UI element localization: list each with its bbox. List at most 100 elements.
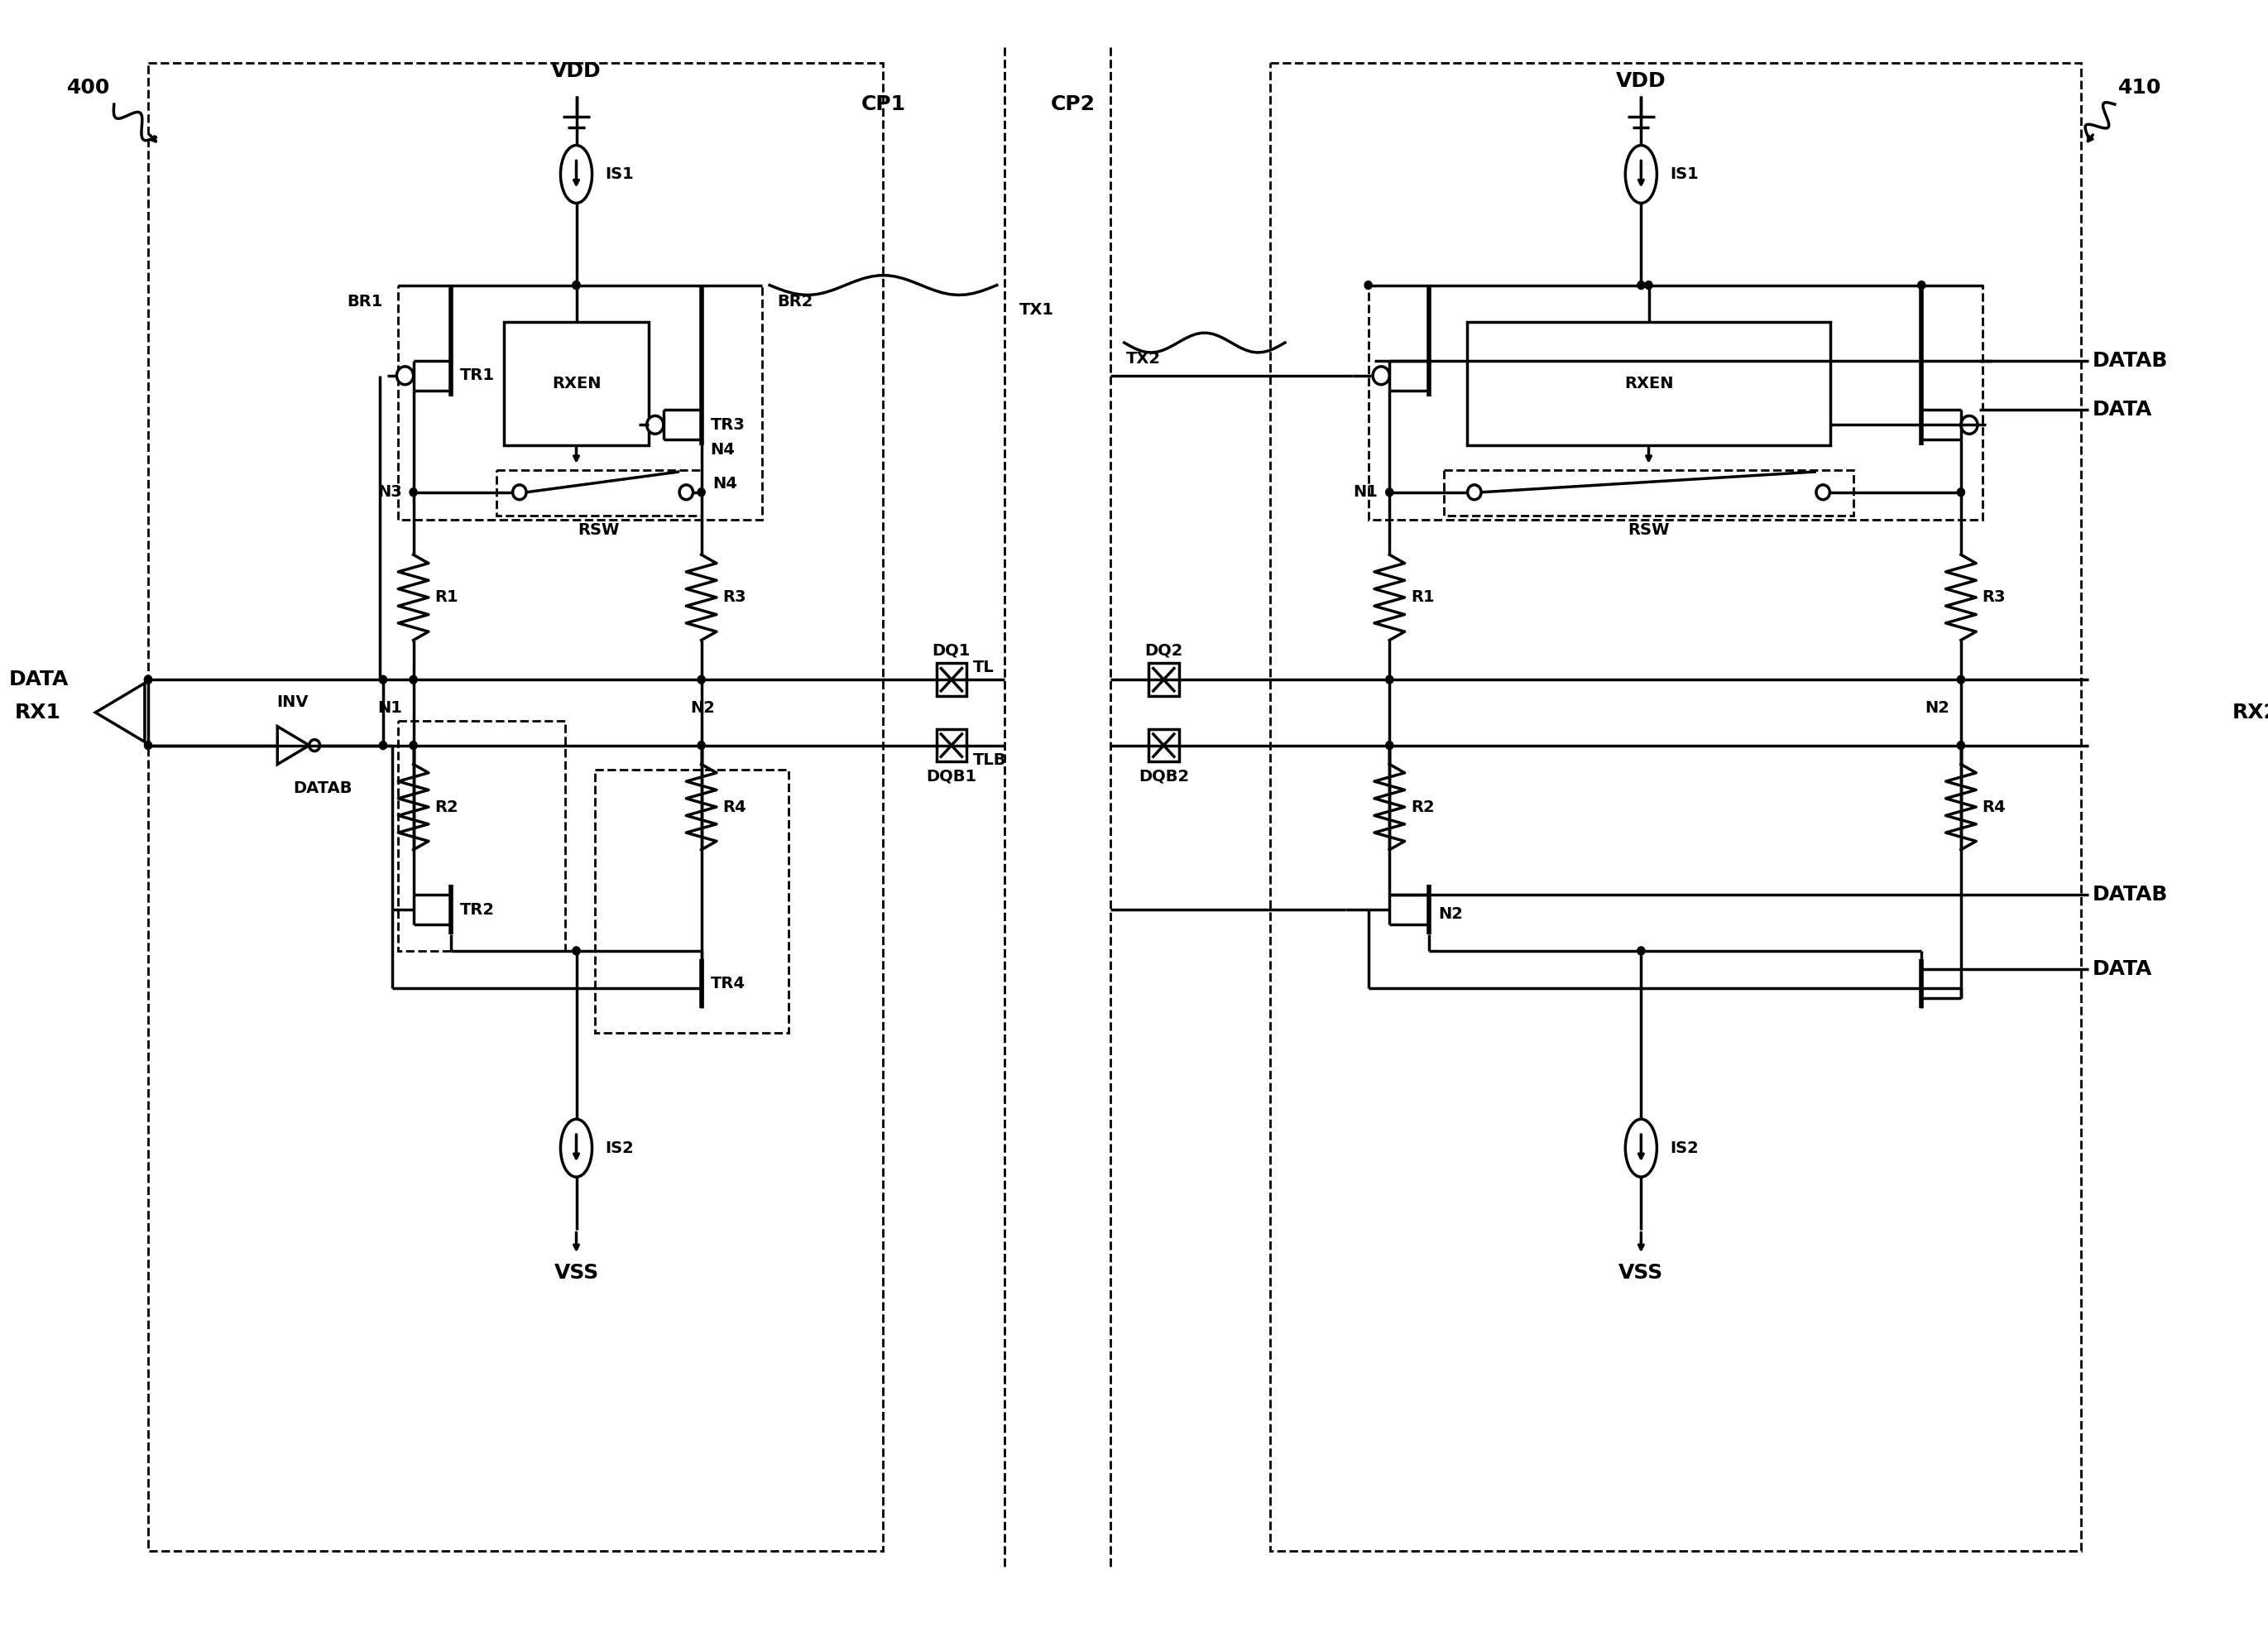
Text: IS2: IS2 — [1669, 1141, 1699, 1156]
Circle shape — [1386, 742, 1393, 750]
Circle shape — [379, 676, 388, 684]
Text: 400: 400 — [66, 79, 111, 98]
Text: R4: R4 — [723, 799, 746, 815]
Text: RSW: RSW — [1628, 522, 1669, 539]
Text: BR1: BR1 — [347, 293, 383, 309]
Text: VSS: VSS — [553, 1264, 599, 1283]
Circle shape — [1919, 282, 1926, 290]
Text: BR2: BR2 — [778, 293, 812, 309]
Circle shape — [1817, 485, 1830, 499]
Circle shape — [699, 742, 705, 750]
Bar — [1368, 285, 1982, 519]
Text: DATAB: DATAB — [293, 781, 352, 796]
Circle shape — [572, 946, 581, 954]
Bar — [503, 322, 649, 445]
Circle shape — [1386, 676, 1393, 684]
Circle shape — [1467, 485, 1481, 499]
Circle shape — [1957, 742, 1964, 750]
Bar — [147, 64, 882, 1550]
Circle shape — [411, 742, 417, 750]
Text: DATA: DATA — [9, 670, 68, 689]
Text: RX1: RX1 — [14, 702, 61, 722]
Bar — [937, 663, 966, 696]
Text: INV: INV — [277, 694, 308, 710]
Ellipse shape — [560, 146, 592, 203]
Circle shape — [411, 676, 417, 684]
Bar — [399, 285, 762, 519]
Circle shape — [1365, 282, 1372, 290]
Text: IS1: IS1 — [1669, 167, 1699, 182]
Text: R2: R2 — [435, 799, 458, 815]
Circle shape — [572, 282, 581, 290]
Text: 410: 410 — [2118, 79, 2161, 98]
Circle shape — [1957, 676, 1964, 684]
Text: DQ2: DQ2 — [1145, 643, 1184, 658]
Text: TLB: TLB — [973, 753, 1007, 768]
Text: N4: N4 — [710, 442, 735, 457]
Circle shape — [699, 488, 705, 496]
Circle shape — [145, 742, 152, 750]
Text: TL: TL — [973, 660, 993, 674]
Text: R3: R3 — [1982, 589, 2005, 606]
Circle shape — [1957, 488, 1964, 496]
Text: RX2: RX2 — [2232, 702, 2268, 722]
Bar — [594, 769, 789, 1033]
Text: CP1: CP1 — [862, 95, 905, 115]
Circle shape — [397, 367, 413, 385]
Text: R1: R1 — [435, 589, 458, 606]
Text: TR1: TR1 — [460, 368, 494, 383]
Text: DQ1: DQ1 — [932, 643, 971, 658]
Text: N2: N2 — [1438, 905, 1463, 922]
Bar — [1445, 470, 1853, 516]
Text: TR4: TR4 — [710, 976, 746, 992]
Ellipse shape — [1626, 1120, 1658, 1177]
Bar — [1467, 322, 1830, 445]
Text: R4: R4 — [1982, 799, 2005, 815]
Text: VSS: VSS — [1619, 1264, 1662, 1283]
Polygon shape — [95, 683, 145, 742]
Text: R1: R1 — [1411, 589, 1433, 606]
Text: VDD: VDD — [551, 62, 601, 82]
Ellipse shape — [1626, 146, 1658, 203]
Text: R3: R3 — [723, 589, 746, 606]
Text: CP2: CP2 — [1050, 95, 1095, 115]
Text: RSW: RSW — [578, 522, 619, 539]
Circle shape — [1644, 282, 1653, 290]
Bar — [1148, 663, 1179, 696]
Text: IS2: IS2 — [606, 1141, 633, 1156]
Circle shape — [145, 676, 152, 684]
Text: TX1: TX1 — [1021, 301, 1055, 318]
Ellipse shape — [560, 1120, 592, 1177]
Text: N4: N4 — [712, 476, 737, 491]
Text: N2: N2 — [1926, 701, 1950, 717]
Text: DATAB: DATAB — [2091, 350, 2168, 370]
Circle shape — [680, 485, 694, 499]
Text: DQB2: DQB2 — [1139, 769, 1188, 784]
Bar — [399, 720, 565, 951]
Circle shape — [1386, 488, 1393, 496]
Text: DQB1: DQB1 — [925, 769, 978, 784]
Text: TR3: TR3 — [710, 417, 746, 432]
Text: N3: N3 — [376, 485, 401, 501]
Text: N2: N2 — [689, 701, 714, 717]
Circle shape — [411, 488, 417, 496]
Text: IS1: IS1 — [606, 167, 633, 182]
Bar — [1148, 728, 1179, 761]
Polygon shape — [2136, 683, 2186, 742]
Circle shape — [308, 740, 320, 751]
Text: VDD: VDD — [1617, 72, 1667, 92]
Circle shape — [699, 676, 705, 684]
Bar — [1270, 64, 2080, 1550]
Text: R2: R2 — [1411, 799, 1433, 815]
Circle shape — [572, 282, 581, 290]
Circle shape — [379, 742, 388, 750]
Text: RXEN: RXEN — [551, 377, 601, 391]
Circle shape — [513, 485, 526, 499]
Circle shape — [646, 416, 665, 434]
Bar — [937, 728, 966, 761]
Circle shape — [1637, 946, 1644, 954]
Circle shape — [1637, 282, 1644, 290]
Text: TR2: TR2 — [460, 902, 494, 918]
Circle shape — [1962, 416, 1978, 434]
Text: DATA: DATA — [2091, 399, 2152, 421]
